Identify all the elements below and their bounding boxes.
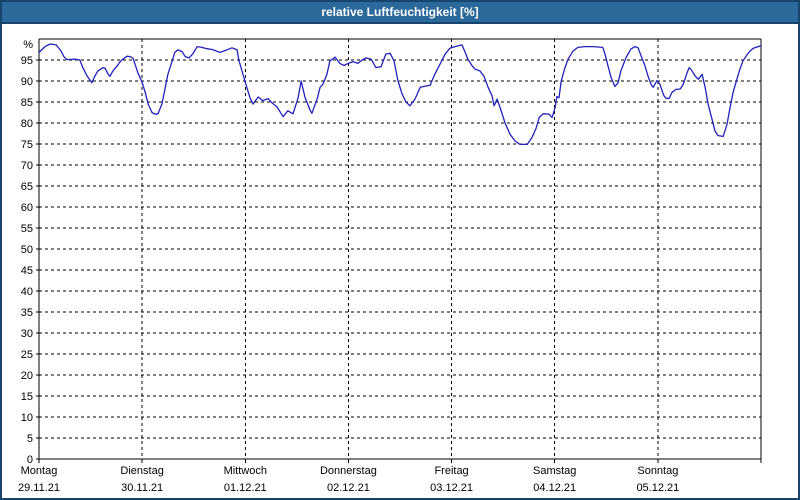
y-axis-tick-label: 40 (21, 286, 33, 298)
x-axis-date-label: 05.12.21 (636, 482, 679, 494)
x-axis-day-label: Dienstag (120, 465, 163, 477)
titlebar: relative Luftfeuchtigkeit [%] (2, 2, 798, 24)
x-axis-day-label: Sonntag (637, 465, 678, 477)
page-title: relative Luftfeuchtigkeit [%] (321, 5, 479, 19)
y-axis-tick-label: 0 (27, 454, 33, 466)
y-axis-tick-label: 75 (21, 139, 33, 151)
y-axis-tick-label: 50 (21, 244, 33, 256)
x-axis-day-label: Montag (21, 465, 58, 477)
y-axis-tick-label: 45 (21, 265, 33, 277)
y-axis-tick-label: 80 (21, 118, 33, 130)
y-axis-tick-label: 65 (21, 181, 33, 193)
x-axis-day-label: Donnerstag (320, 465, 377, 477)
y-axis-tick-label: 35 (21, 307, 33, 319)
y-axis-tick-label: 5 (27, 433, 33, 445)
x-axis-day-label: Freitag (434, 465, 468, 477)
y-axis-tick-label: 10 (21, 412, 33, 424)
y-axis-tick-label: 25 (21, 349, 33, 361)
y-axis-tick-label: 90 (21, 76, 33, 88)
x-axis-day-label: Samstag (533, 465, 576, 477)
y-axis-tick-label: 95 (21, 55, 33, 67)
y-axis-tick-label: 15 (21, 391, 33, 403)
x-axis-day-label: Mittwoch (224, 465, 267, 477)
x-axis-date-label: 02.12.21 (327, 482, 370, 494)
humidity-line-chart: 0 5 10 15 20 25 30 35 40 45 50 55 60 65 70 75 80 85 90 95% M… (18, 38, 762, 494)
x-axis-date-label: 03.12.21 (430, 482, 473, 494)
x-axis-date-label: 01.12.21 (224, 482, 267, 494)
y-axis-tick-label: 85 (21, 97, 33, 109)
x-axis-date-label: 29.11.21 (18, 482, 60, 494)
y-axis-tick-label: 60 (21, 202, 33, 214)
x-axis-date-label: 30.11.21 (121, 482, 163, 494)
humidity-series-line (38, 43, 762, 146)
y-axis-tick-label: 70 (21, 160, 33, 172)
y-axis-unit-label: % (23, 39, 33, 51)
y-axis-tick-label: 30 (21, 328, 33, 340)
y-axis-tick-label: 20 (21, 370, 33, 382)
y-axis-tick-label: 55 (21, 223, 33, 235)
x-axis-date-label: 04.12.21 (533, 482, 576, 494)
chart-area: 0 5 10 15 20 25 30 35 40 45 50 55 60 65 70 75 80 85 90 95% M… (2, 24, 798, 498)
